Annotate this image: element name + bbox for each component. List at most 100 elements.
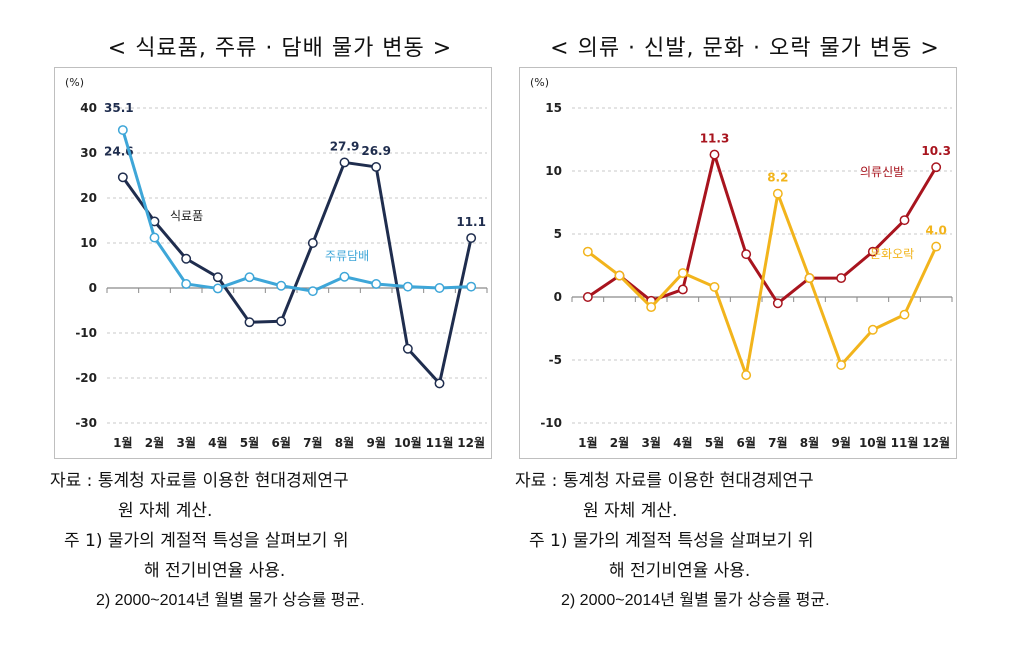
- data-point: [899, 309, 910, 320]
- source-note: 자료 : 통계청 자료를 이용한 현대경제연구: [50, 471, 349, 491]
- data-label: 8.2: [767, 171, 788, 185]
- data-label: 11.1: [456, 215, 486, 229]
- data-point: [741, 370, 752, 381]
- data-point: [804, 273, 815, 284]
- data-point: [434, 283, 445, 293]
- data-point: [212, 283, 223, 294]
- x-tick-label: 7월: [768, 435, 787, 450]
- data-point: [117, 172, 128, 183]
- x-tick-label: 12월: [922, 435, 950, 450]
- source-note-cont: 원 자체 계산.: [118, 501, 213, 521]
- x-tick-label: 4월: [208, 435, 227, 450]
- data-point: [582, 246, 593, 257]
- data-label: 35.1: [104, 101, 134, 115]
- data-point: [371, 162, 382, 172]
- data-point: [772, 298, 783, 309]
- line-chart-food-alcohol: (%) 40 30 20 10 0 -10 -20 -30 1월 2월 3월 4월 5월 6월 7월 8월 9월 1…: [65, 76, 488, 450]
- data-point: [212, 272, 223, 283]
- data-point: [931, 162, 942, 173]
- data-point: [899, 215, 910, 226]
- data-point: [339, 157, 350, 168]
- y-tick-label: 0: [89, 281, 97, 295]
- data-point: [867, 246, 878, 257]
- footnote-2: 2) 2000~2014년 월별 물가 상승률 평균.: [96, 592, 365, 609]
- y-tick-label: 15: [545, 101, 562, 115]
- x-tick-label: 7월: [303, 435, 322, 450]
- x-tick-label: 4월: [673, 435, 692, 450]
- x-tick-label: 3월: [641, 435, 660, 450]
- chart-notes: 자료 : 통계청 자료를 이용한 현대경제연구 원 자체 계산. 주 1) 물가…: [50, 466, 520, 616]
- chart-panel-left: < 식료품, 주류 · 담배 물가 변동 > (%) 40 30 20 10 0 -10 -2…: [50, 0, 520, 653]
- series-line: [586, 192, 938, 377]
- series-line: [121, 160, 473, 385]
- y-tick-label: -30: [75, 416, 97, 430]
- x-tick-label: 2월: [145, 435, 164, 450]
- chart-frame: (%) 40 30 20 10 0 -10 -20 -30 1월 2월 3월 4월 5월 6월 7월 8월 9월 1…: [54, 67, 492, 459]
- y-tick-label: 5: [554, 227, 562, 241]
- y-tick-label: 0: [554, 290, 562, 304]
- x-tick-label: 3월: [176, 435, 195, 450]
- x-tick-label: 6월: [736, 435, 755, 450]
- data-point: [614, 270, 625, 281]
- data-point: [402, 343, 413, 354]
- y-tick-label: -20: [75, 371, 97, 385]
- data-point: [867, 324, 878, 335]
- footnote-1-cont: 해 전기비연율 사용.: [144, 561, 286, 581]
- data-point: [244, 317, 255, 328]
- data-label: 11.3: [700, 132, 730, 146]
- data-point: [646, 302, 657, 313]
- data-point: [402, 281, 413, 292]
- data-point: [582, 292, 593, 302]
- x-tick-label: 12월: [457, 435, 485, 450]
- data-point: [772, 188, 783, 199]
- data-point: [677, 268, 688, 279]
- series-name-label: 식료품: [170, 209, 203, 223]
- data-point: [836, 273, 847, 284]
- chart-panel-right: < 의류 · 신발, 문화 · 오락 물가 변동 > (%) 15 10 5 0 -5 -1…: [515, 0, 985, 653]
- data-point: [339, 271, 350, 282]
- data-point: [466, 281, 477, 292]
- y-tick-label: -10: [540, 416, 562, 430]
- data-label: 10.3: [921, 144, 951, 158]
- y-tick-label: -10: [75, 326, 97, 340]
- y-tick-label: 10: [545, 164, 562, 178]
- chart-title: < 식료품, 주류 · 담배 물가 변동 >: [107, 36, 453, 61]
- data-point: [741, 249, 752, 260]
- source-note: 자료 : 통계청 자료를 이용한 현대경제연구: [515, 471, 814, 491]
- data-point: [276, 316, 287, 327]
- series-name-label: 주류담배: [325, 249, 369, 263]
- data-label: 27.9: [330, 139, 360, 153]
- footnote-1: 주 1) 물가의 계절적 특성을 살펴보기 위: [64, 531, 349, 551]
- data-point: [181, 279, 192, 289]
- x-tick-label: 5월: [705, 435, 724, 450]
- x-tick-label: 10월: [394, 435, 422, 450]
- chart-notes: 자료 : 통계청 자료를 이용한 현대경제연구 원 자체 계산. 주 1) 물가…: [515, 466, 985, 616]
- y-tick-label: 10: [80, 236, 97, 250]
- source-note-cont: 원 자체 계산.: [583, 501, 678, 521]
- chart-frame: (%) 15 10 5 0 -5 -10 1월 2월 3월 4월 5월 6월 7월 8월 9월 10월 11월 12…: [519, 67, 957, 459]
- y-unit-label: (%): [530, 76, 549, 89]
- x-tick-label: 11월: [426, 435, 454, 450]
- y-tick-label: 20: [80, 191, 97, 205]
- footnote-2: 2) 2000~2014년 월별 물가 상승률 평균.: [561, 592, 830, 609]
- data-point: [371, 279, 382, 289]
- data-point: [307, 238, 318, 248]
- x-tick-label: 6월: [271, 435, 290, 450]
- data-label: 26.9: [361, 144, 391, 158]
- data-point: [709, 149, 720, 160]
- x-tick-label: 1월: [113, 435, 132, 450]
- y-tick-label: 40: [80, 101, 97, 115]
- data-point: [709, 281, 720, 292]
- x-tick-label: 9월: [831, 435, 850, 450]
- chart-title: < 의류 · 신발, 문화 · 오락 물가 변동 >: [550, 36, 940, 61]
- x-tick-label: 5월: [240, 435, 259, 450]
- footnote-1-cont: 해 전기비연율 사용.: [609, 561, 751, 581]
- data-point: [466, 233, 477, 244]
- y-unit-label: (%): [65, 76, 84, 89]
- y-tick-label: -5: [549, 353, 562, 367]
- data-point: [931, 241, 942, 252]
- footnote-1: 주 1) 물가의 계절적 특성을 살펴보기 위: [529, 531, 814, 551]
- data-label: 24.6: [104, 144, 134, 158]
- data-point: [181, 253, 192, 264]
- x-tick-label: 8월: [335, 435, 354, 450]
